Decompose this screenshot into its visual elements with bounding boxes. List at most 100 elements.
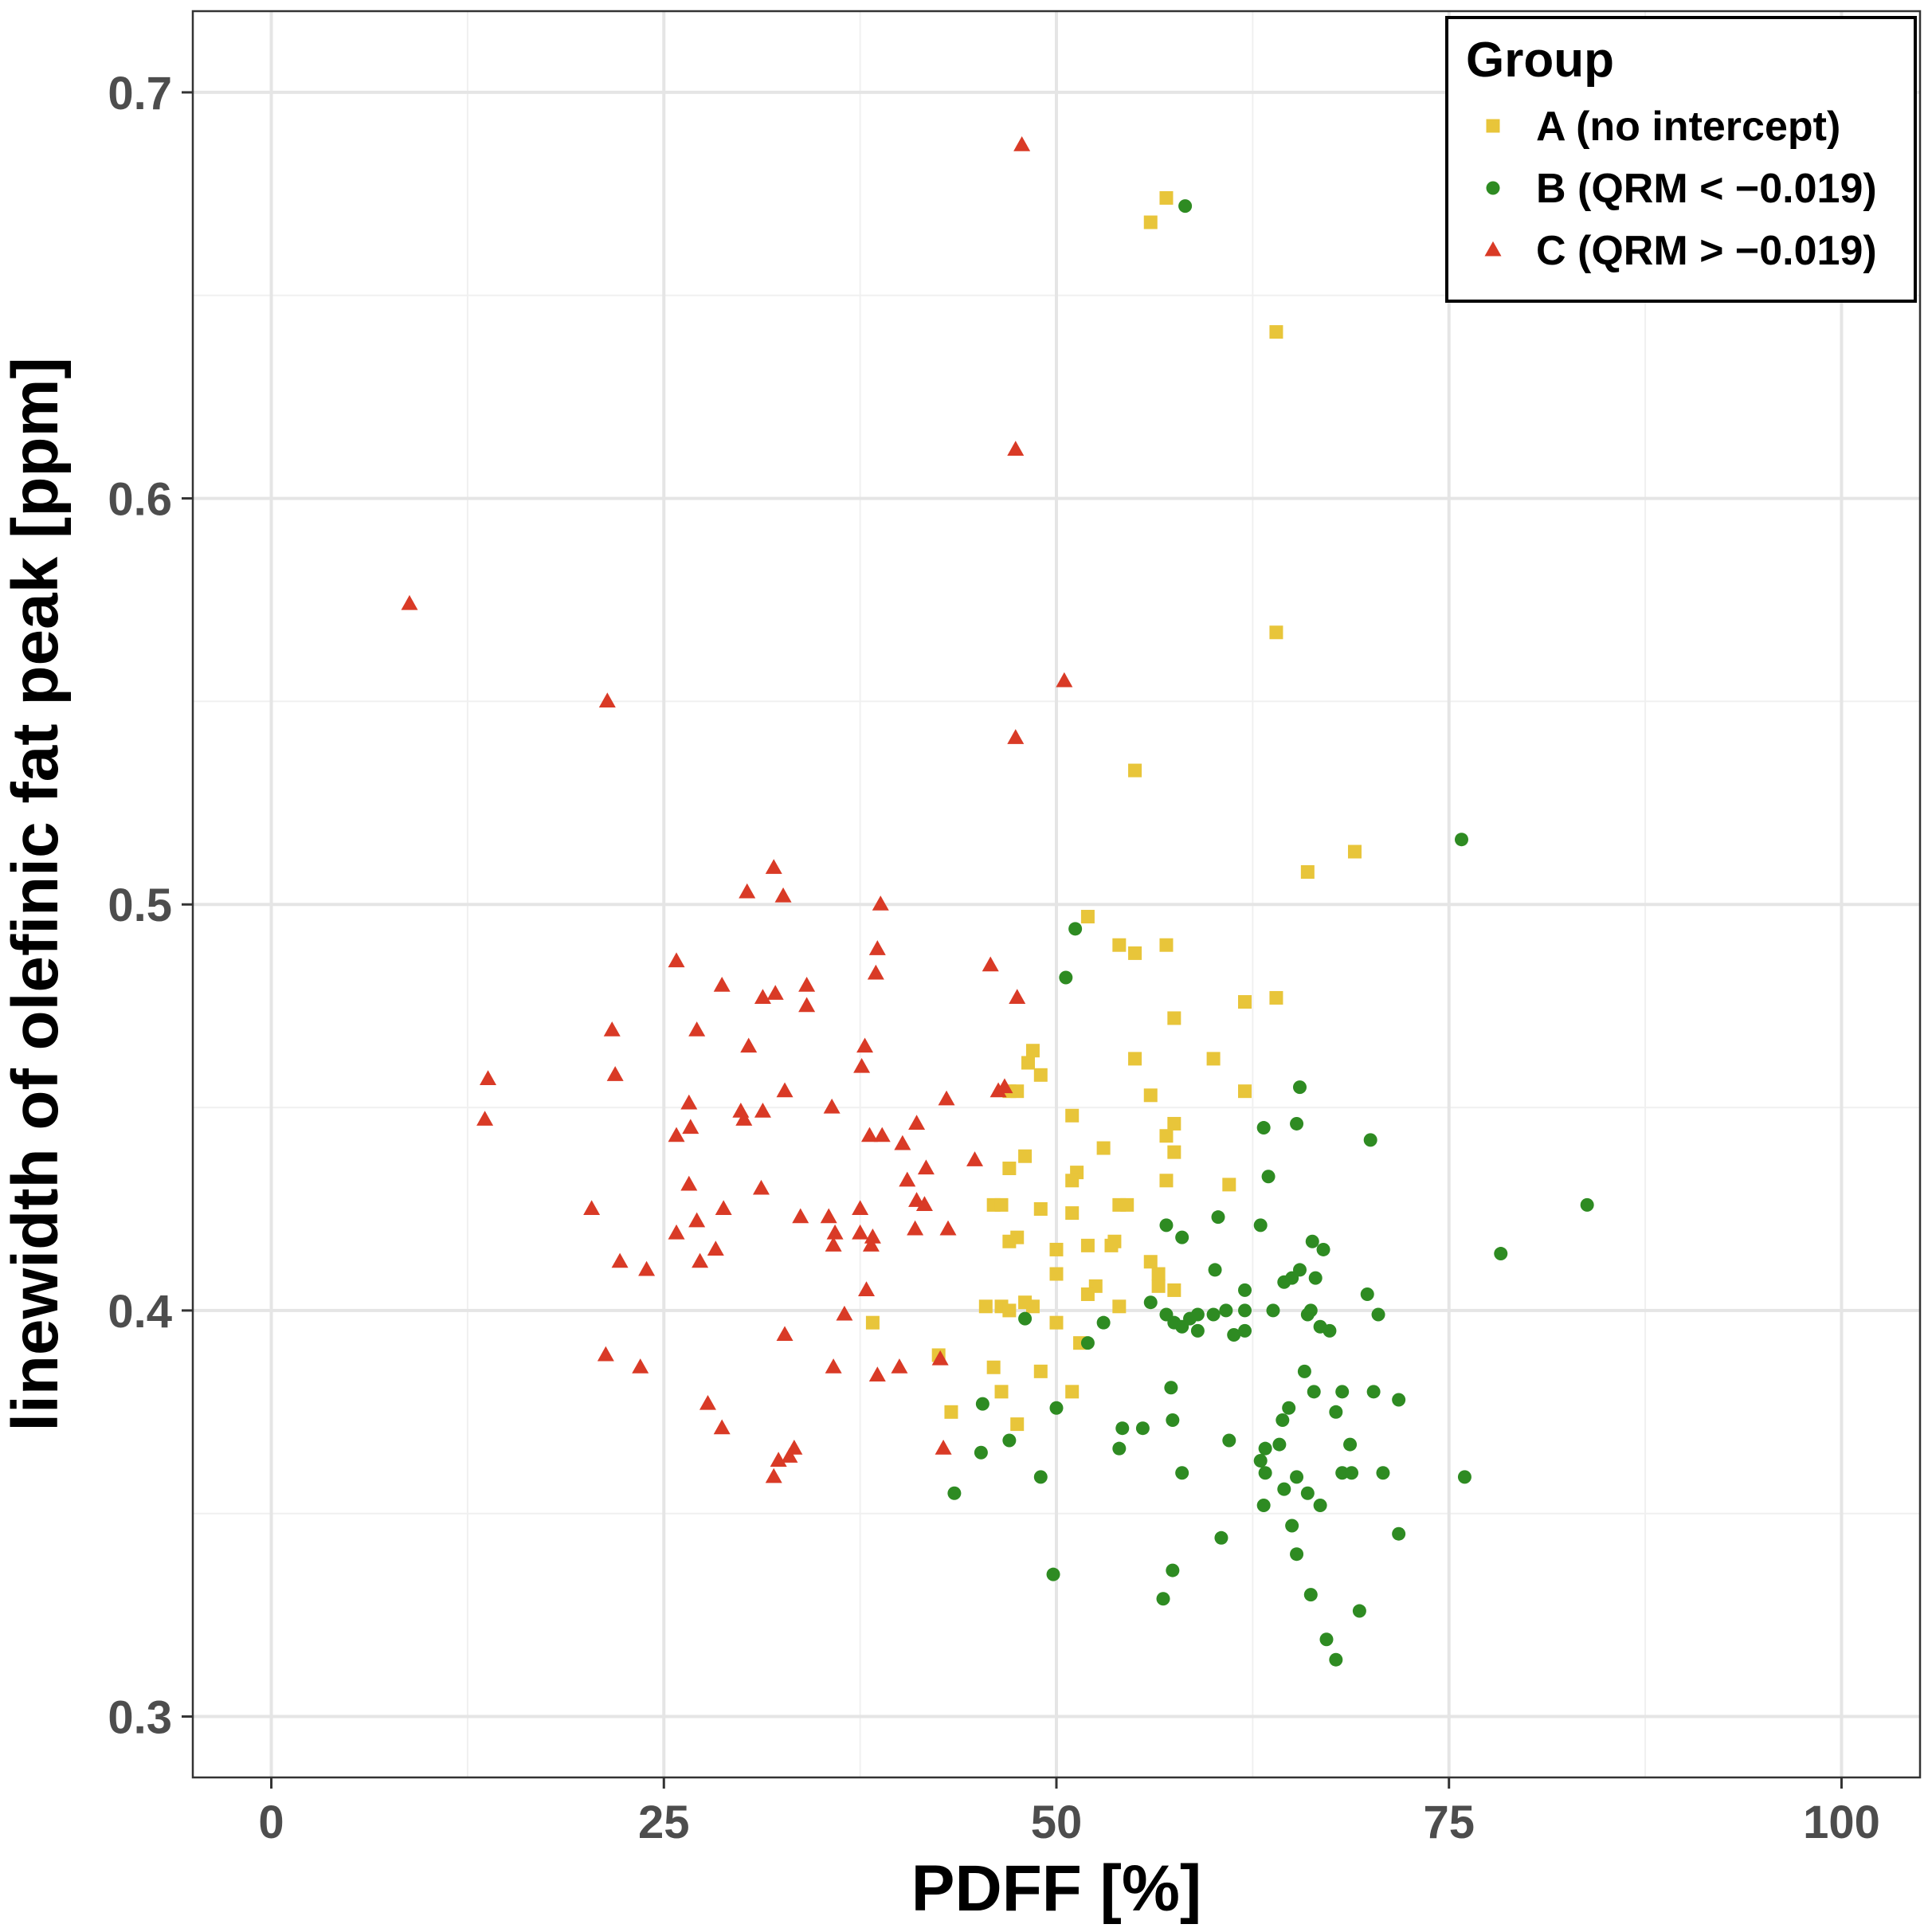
data-point <box>682 1119 699 1135</box>
data-point <box>1290 1470 1304 1484</box>
data-point <box>1214 1530 1229 1545</box>
data-point <box>1107 1234 1122 1248</box>
data-point <box>1323 1323 1337 1338</box>
data-point <box>1303 1588 1318 1602</box>
x-tick-label: 75 <box>1423 1797 1475 1848</box>
y-tick-label: 0.4 <box>108 1286 172 1338</box>
grid <box>193 11 1920 1777</box>
data-point <box>1120 1197 1134 1212</box>
data-point <box>864 1228 881 1244</box>
data-point <box>699 1394 716 1410</box>
data-point <box>754 1103 771 1118</box>
data-point <box>1112 938 1127 952</box>
data-point <box>860 1127 878 1142</box>
data-point <box>836 1305 853 1321</box>
data-point <box>1206 1307 1221 1322</box>
data-point <box>1156 1592 1170 1606</box>
data-point <box>907 1220 924 1236</box>
data-point <box>1190 1323 1205 1338</box>
data-point <box>611 1252 629 1268</box>
data-point <box>776 1082 794 1098</box>
data-point <box>989 1082 1007 1098</box>
y-tick-label: 0.5 <box>108 880 172 931</box>
data-point <box>598 692 616 707</box>
legend-title: Group <box>1466 33 1614 88</box>
data-point <box>1343 1437 1358 1452</box>
data-point <box>1159 1218 1174 1232</box>
data-point <box>1238 995 1252 1009</box>
data-point <box>1305 1234 1319 1248</box>
data-point <box>872 895 889 911</box>
data-point <box>894 1135 911 1150</box>
data-point <box>638 1260 656 1276</box>
data-point <box>1277 1482 1291 1496</box>
data-point <box>1392 1526 1406 1541</box>
data-point <box>931 1350 949 1366</box>
data-point <box>1065 1174 1080 1188</box>
data-point <box>1269 325 1283 339</box>
data-point <box>632 1358 649 1374</box>
data-point <box>1002 1162 1017 1176</box>
data-point <box>826 1224 844 1240</box>
data-point <box>1266 1303 1280 1318</box>
data-point <box>1159 938 1174 952</box>
data-point <box>1167 1116 1181 1131</box>
data-point <box>1360 1287 1374 1302</box>
data-point <box>899 1171 916 1187</box>
data-point <box>1454 833 1468 847</box>
data-point <box>1290 1547 1304 1562</box>
data-point <box>766 985 784 1000</box>
data-point <box>1033 1068 1048 1082</box>
data-point <box>939 1220 957 1236</box>
data-point <box>1112 1299 1127 1314</box>
legend-label: A (no intercept) <box>1536 104 1840 150</box>
data-point <box>1080 1238 1095 1252</box>
data-point <box>1282 1401 1296 1415</box>
data-point <box>1033 1201 1048 1216</box>
legend-key <box>1484 241 1502 257</box>
data-point <box>715 1200 732 1216</box>
data-point <box>891 1358 908 1374</box>
data-point <box>1329 1405 1343 1419</box>
x-tick-label: 50 <box>1031 1797 1083 1848</box>
legend-label: C (QRM > −0.019) <box>1536 228 1877 274</box>
data-point <box>1007 441 1025 456</box>
legend-item: C (QRM > −0.019) <box>1484 228 1877 274</box>
data-point <box>966 1151 984 1166</box>
data-point <box>1329 1652 1343 1667</box>
data-point <box>1049 1267 1064 1281</box>
data-point <box>1238 1283 1252 1297</box>
data-point <box>858 1281 876 1296</box>
data-point <box>1238 1303 1252 1318</box>
data-point <box>1297 1364 1311 1378</box>
data-point <box>908 1115 926 1131</box>
data-point <box>401 594 418 610</box>
data-point <box>688 1212 706 1228</box>
data-point <box>1256 1121 1271 1135</box>
data-point <box>1128 763 1142 778</box>
data-point <box>713 977 731 992</box>
data-point <box>1457 1470 1471 1484</box>
data-point <box>1366 1385 1381 1399</box>
data-point <box>1159 1129 1174 1143</box>
data-point <box>867 964 884 980</box>
legend-item: A (no intercept) <box>1486 104 1840 150</box>
data-point <box>1002 1433 1017 1448</box>
data-point <box>1151 1267 1166 1281</box>
data-point <box>1363 1133 1377 1147</box>
data-point <box>770 1452 787 1468</box>
data-point <box>825 1358 842 1374</box>
data-point <box>1208 1263 1222 1277</box>
data-point <box>740 1037 758 1053</box>
data-point <box>856 1037 874 1053</box>
data-point <box>1347 845 1362 859</box>
data-point <box>668 1127 685 1142</box>
data-point <box>668 952 685 968</box>
data-point <box>765 859 782 874</box>
data-point <box>1025 1299 1040 1314</box>
data-point <box>1308 1271 1323 1285</box>
data-point <box>1010 1084 1025 1099</box>
data-point <box>1269 990 1283 1005</box>
data-point <box>1238 1084 1252 1099</box>
legend-box <box>1445 16 1917 303</box>
